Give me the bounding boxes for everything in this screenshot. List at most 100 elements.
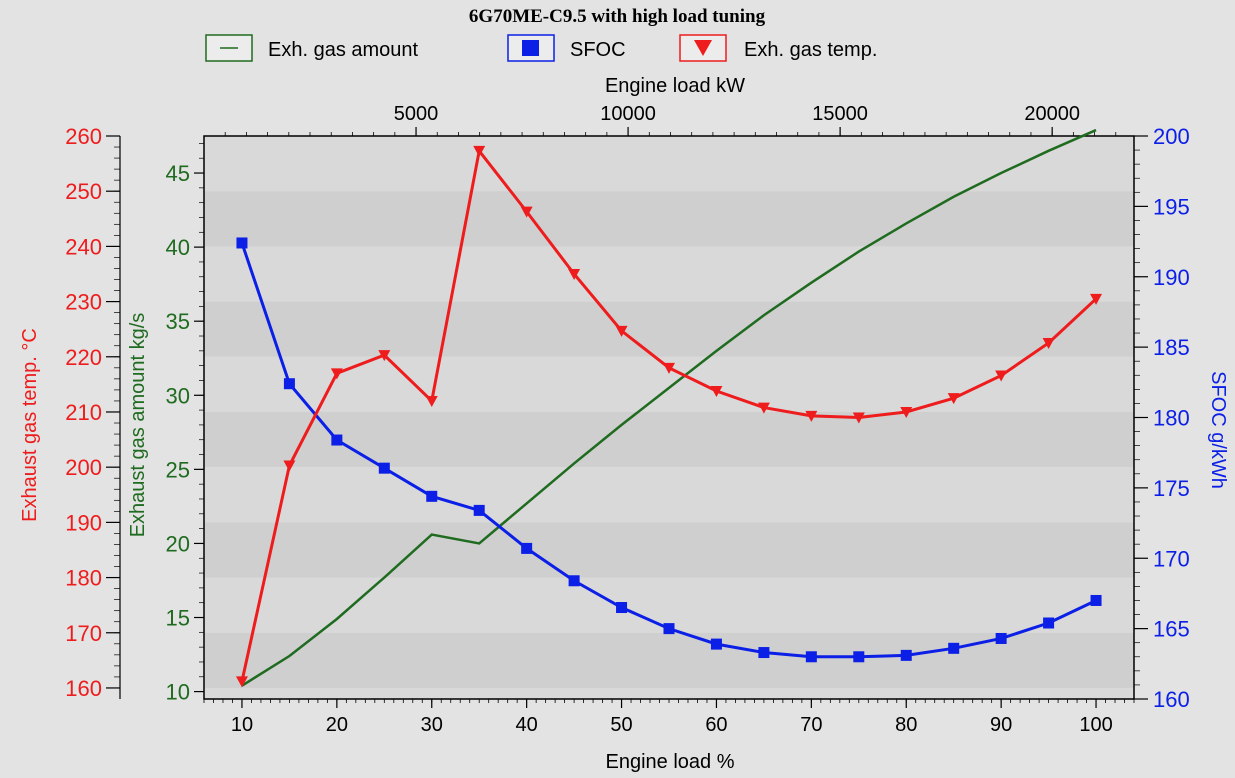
sfoc-tick-label: 195: [1153, 194, 1190, 219]
temp-tick-label: 240: [65, 234, 102, 259]
plot-band: [204, 687, 1134, 699]
series-line-exh-gas-amount: [241, 128, 1097, 687]
temp-tick-label: 170: [65, 621, 102, 646]
exh-gas-temp-point: [330, 368, 343, 380]
legend: Exh. gas amount SFOC Exh. gas temp.: [205, 34, 877, 62]
exh-gas-temp-point: [520, 206, 533, 218]
plot-band: [204, 301, 1134, 357]
temp-tick-label: 230: [65, 290, 102, 315]
exh-gas-temp-point: [663, 362, 675, 374]
exh-gas-temp-point: [615, 325, 628, 337]
exh-gas-temp-point: [283, 460, 296, 472]
legend-item-sfoc: SFOC: [507, 34, 626, 62]
top-x-tick-label: 10000: [600, 103, 656, 125]
sfoc-point: [1090, 594, 1102, 606]
sfoc-point: [236, 237, 248, 249]
temp-tick-label: 220: [65, 345, 102, 370]
x-tick-label: 100: [1079, 714, 1112, 736]
sfoc-point: [805, 651, 817, 663]
sfoc-point: [710, 638, 722, 650]
temp-tick-label: 250: [65, 179, 102, 204]
sfoc-point: [663, 623, 675, 635]
legend-item-exh-gas-temp: Exh. gas temp.: [679, 34, 877, 62]
sfoc-point: [1043, 617, 1055, 629]
top-x-tick-label: 15000: [812, 103, 868, 125]
x-tick-label: 90: [990, 714, 1012, 736]
sfoc-tick-label: 185: [1153, 335, 1190, 360]
x-tick-label: 80: [895, 714, 917, 736]
x-tick-label: 40: [516, 714, 538, 736]
amount-tick-label: 20: [166, 531, 190, 556]
exh-gas-temp-point: [568, 268, 581, 280]
legend-label-sfoc: SFOC: [570, 39, 626, 61]
sfoc-point: [616, 602, 628, 614]
sfoc-point: [758, 647, 770, 659]
temp-tick-label: 210: [65, 400, 102, 425]
x-tick-label: 10: [231, 714, 253, 736]
sfoc-point: [568, 575, 580, 587]
amount-tick-label: 40: [166, 235, 190, 260]
sfoc-point: [948, 642, 960, 654]
series: [235, 128, 1103, 688]
sfoc-point: [331, 434, 343, 446]
legend-triangle-down-icon: [694, 40, 712, 56]
sfoc-tick-label: 170: [1153, 546, 1190, 571]
legend-label-exh-gas-temp: Exh. gas temp.: [744, 39, 877, 61]
exh-gas-temp-point: [1090, 293, 1103, 305]
plot-band: [204, 191, 1134, 247]
bottom-x-axis-label: Engine load %: [606, 751, 735, 773]
plot-band: [204, 136, 1134, 192]
sfoc-point: [378, 462, 390, 474]
amount-tick-label: 45: [166, 161, 190, 186]
plot-band: [204, 522, 1134, 578]
exh-gas-temp-point: [425, 395, 438, 407]
amount-tick-label: 35: [166, 309, 190, 334]
exh-gas-temp-point: [710, 386, 723, 398]
exh-gas-temp-point: [900, 406, 913, 418]
exh-gas-temp-point: [1042, 337, 1055, 349]
x-tick-label: 60: [705, 714, 727, 736]
temp-tick-label: 180: [65, 566, 102, 591]
top-x-tick-label: 20000: [1024, 103, 1080, 125]
sfoc-point: [995, 632, 1007, 644]
legend-swatch-sfoc: [507, 34, 555, 62]
sfoc-point: [473, 504, 485, 516]
sfoc-tick-label: 165: [1153, 617, 1190, 642]
top-x-tick-label: 5000: [394, 103, 439, 125]
amount-axis-label: Exhaust gas amount kg/s: [127, 313, 149, 538]
plot-band: [204, 411, 1134, 468]
legend-label-exh-gas-amount: Exh. gas amount: [268, 39, 419, 61]
top-x-axis-label: Engine load kW: [605, 75, 745, 97]
axes: 10 20 30 40 50 60 70 80 90 100 5000 10000 15000 20000…: [65, 103, 1189, 736]
plot-band: [204, 467, 1134, 523]
sfoc-tick-label: 200: [1153, 124, 1190, 149]
amount-tick-label: 25: [166, 457, 190, 482]
legend-square-icon: [522, 40, 539, 56]
exh-gas-temp-point: [235, 676, 248, 688]
sfoc-tick-label: 175: [1153, 476, 1190, 501]
sfoc-point: [900, 649, 912, 661]
exh-gas-temp-point: [473, 145, 486, 157]
exh-gas-temp-point: [805, 410, 818, 422]
exh-gas-temp-point: [378, 350, 391, 362]
amount-tick-label: 10: [166, 680, 190, 705]
temp-tick-label: 260: [65, 124, 102, 149]
exh-gas-temp-point: [947, 393, 960, 405]
temp-tick-label: 200: [65, 455, 102, 480]
x-tick-label: 20: [326, 714, 348, 736]
sfoc-axis-label: SFOC g/kWh: [1207, 371, 1229, 489]
sfoc-point: [521, 542, 533, 554]
sfoc-point: [853, 651, 865, 663]
exh-gas-temp-point: [852, 412, 865, 424]
chart-title: 6G70ME-C9.5 with high load tuning: [469, 6, 766, 27]
exh-gas-temp-point: [757, 402, 770, 414]
amount-tick-label: 15: [166, 606, 190, 631]
x-tick-label: 30: [421, 714, 443, 736]
amount-tick-label: 30: [166, 383, 190, 408]
sfoc-tick-label: 190: [1153, 265, 1190, 290]
legend-item-exh-gas-amount: Exh. gas amount: [205, 34, 419, 62]
temp-tick-label: 160: [65, 676, 102, 701]
temp-axis-label: Exhaust gas temp. °C: [19, 328, 41, 522]
sfoc-tick-label: 180: [1153, 406, 1190, 431]
